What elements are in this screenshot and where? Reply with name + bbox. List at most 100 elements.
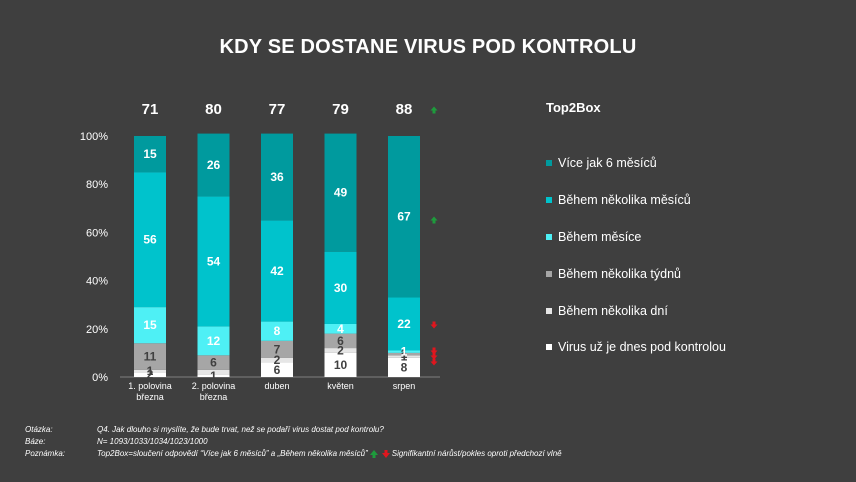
bar-segment-virus-uz-je-dnes-pod-kontrolou (134, 372, 166, 377)
x-category-label: květen (327, 381, 354, 391)
data-label-virus-uz-je-dnes-pod-kontrolou: 10 (334, 358, 348, 372)
y-tick-label: 100% (80, 131, 108, 143)
data-label-behem-nekolika-mesicu: 22 (397, 317, 411, 331)
base-row: Báze: N= 1093/1033/1034/1023/1000 (25, 436, 562, 448)
y-tick-label: 60% (86, 227, 108, 239)
note-row: Poznámka: Top2Box=sloučení odpovědí “Víc… (25, 448, 562, 460)
legend-swatch (546, 270, 552, 277)
significant-down-arrow-icon (430, 347, 438, 355)
legend-item: Během několika týdnů (546, 255, 726, 292)
bar-segment-behem-mesice (388, 350, 420, 353)
data-label-behem-nekolika-mesicu: 56 (143, 233, 157, 247)
question-row: Otázka: Q4. Jak dlouho si myslíte, že bu… (25, 424, 562, 436)
legend-item: Více jak 6 měsíců (546, 145, 726, 182)
bar-segment-behem-nekolika-dni (134, 369, 166, 373)
legend-label: Během několika měsíců (558, 193, 691, 208)
legend-item: Virus už je dnes pod kontrolou (546, 329, 726, 366)
bar-segment-behem-nekolika-tydnu (324, 333, 357, 349)
data-label-behem-mesice: 8 (274, 324, 281, 338)
data-label-behem-mesice: 1 (401, 345, 408, 359)
footnotes: Otázka: Q4. Jak dlouho si myslíte, že bu… (25, 424, 562, 460)
legend-title: Top2Box (546, 100, 601, 115)
top2box-value: 80 (205, 101, 222, 118)
data-label-behem-nekolika-tydnu: 11 (144, 350, 157, 364)
legend-item: Během několika měsíců (546, 182, 726, 219)
bar-segment-behem-nekolika-tydnu (134, 343, 166, 370)
significant-down-arrow-icon (430, 358, 438, 366)
significant-down-arrow-icon (430, 352, 438, 360)
legend-item: Během několika dní (546, 292, 726, 329)
bar-segment-behem-mesice (261, 321, 293, 341)
legend-label: Více jak 6 měsíců (558, 156, 657, 171)
bar-segment-behem-nekolika-tydnu (261, 340, 293, 358)
data-label-vice-jak-6-mesicu: 67 (397, 210, 411, 224)
bar-segment-behem-nekolika-mesicu (197, 196, 230, 327)
data-label-behem-mesice: 15 (143, 318, 157, 332)
legend-label: Během měsíce (558, 229, 642, 244)
data-label-virus-uz-je-dnes-pod-kontrolou: 6 (274, 363, 281, 377)
top2box-value: 88 (396, 101, 413, 118)
legend-swatch (546, 197, 552, 204)
top2box-value: 77 (269, 101, 286, 118)
legend-swatch (546, 233, 552, 240)
base-text: N= 1093/1033/1034/1023/1000 (97, 437, 208, 446)
bar-segment-behem-nekolika-mesicu (324, 251, 357, 324)
data-label-behem-nekolika-tydnu: 7 (274, 342, 281, 356)
bar-segment-behem-nekolika-tydnu (388, 352, 420, 356)
significance-text: Signifikantní nárůst/pokles oproti předc… (391, 449, 562, 458)
y-tick-label: 20% (86, 324, 108, 336)
bar-segment-behem-nekolika-dni (261, 357, 293, 363)
note-label: Poznámka: (25, 449, 66, 458)
data-label-vice-jak-6-mesicu: 36 (270, 170, 284, 184)
data-label-behem-nekolika-dni: 2 (274, 353, 281, 367)
bar-segment-virus-uz-je-dnes-pod-kontrolou (388, 357, 420, 377)
legend-swatch (546, 344, 552, 351)
data-label-behem-nekolika-mesicu: 54 (207, 254, 221, 268)
chart-title: KDY SE DOSTANE VIRUS POD KONTROLU (219, 36, 637, 58)
data-label-behem-nekolika-mesicu: 42 (270, 264, 284, 278)
data-label-behem-nekolika-tydnu: 1 (401, 347, 408, 361)
legend-swatch (546, 160, 552, 167)
data-label-virus-uz-je-dnes-pod-kontrolou: 1 (210, 369, 217, 383)
bar-segment-behem-mesice (134, 307, 166, 344)
bar-segment-virus-uz-je-dnes-pod-kontrolou (197, 374, 230, 377)
data-label-virus-uz-je-dnes-pod-kontrolou: 8 (401, 360, 408, 374)
y-tick-label: 40% (86, 276, 108, 288)
bar-segment-vice-jak-6-mesicu (197, 133, 230, 197)
bar-segment-virus-uz-je-dnes-pod-kontrolou (324, 352, 357, 377)
bar-segment-behem-mesice (197, 326, 230, 356)
top2box-up-arrow-icon (430, 106, 438, 114)
legend-label: Během několika dní (558, 303, 668, 318)
x-category-label: duben (264, 381, 289, 391)
bar-segment-behem-nekolika-dni (388, 355, 420, 358)
data-label-virus-uz-je-dnes-pod-kontrolou: 2 (147, 368, 154, 382)
data-label-behem-nekolika-dni: 2 (337, 343, 344, 357)
data-label-behem-nekolika-dni: 1 (147, 364, 154, 378)
x-category-label: března (136, 392, 164, 402)
question-label: Otázka: (25, 425, 53, 434)
question-text: Q4. Jak dlouho si myslíte, že bude trvat… (97, 425, 384, 434)
significant-up-arrow-icon (430, 216, 438, 224)
legend-items: Více jak 6 měsíců Během několika měsíců Bě… (546, 145, 726, 366)
data-label-vice-jak-6-mesicu: 15 (143, 147, 157, 161)
bar-segment-behem-nekolika-tydnu (197, 355, 230, 370)
top2box-value: 79 (332, 101, 349, 118)
bar-segment-vice-jak-6-mesicu (324, 133, 357, 252)
bar-segment-vice-jak-6-mesicu (261, 133, 293, 221)
bar-segment-behem-nekolika-dni (324, 348, 357, 353)
data-label-vice-jak-6-mesicu: 49 (334, 186, 348, 200)
base-label: Báze: (25, 437, 46, 446)
legend-swatch (546, 307, 552, 314)
legend-label: Během několika týdnů (558, 266, 681, 281)
bar-segment-behem-mesice (324, 323, 357, 334)
data-label-vice-jak-6-mesicu: 26 (207, 158, 221, 172)
note-text: Top2Box=sloučení odpovědí “Více jak 6 mě… (97, 449, 368, 458)
bar-segment-behem-nekolika-mesicu (134, 172, 166, 308)
y-tick-label: 0% (92, 372, 108, 384)
legend: Top2Box Více jak 6 měsíců Během několika … (546, 100, 726, 366)
data-label-behem-nekolika-tydnu: 6 (210, 356, 217, 370)
data-label-behem-nekolika-tydnu: 6 (337, 334, 344, 348)
bar-segment-vice-jak-6-mesicu (388, 136, 420, 298)
bar-segment-behem-nekolika-dni (197, 369, 230, 375)
